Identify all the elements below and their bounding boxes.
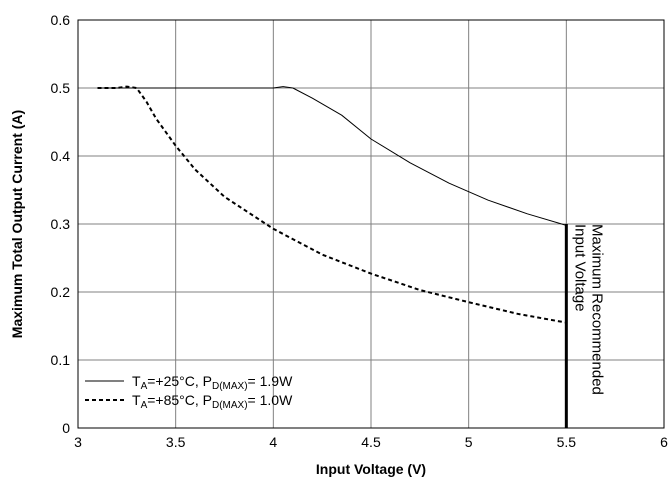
y-tick-label: 0	[62, 420, 70, 436]
legend-label-2: TA=+85°C, PD(MAX)= 1.0W	[132, 392, 293, 411]
x-tick-label: 5	[465, 434, 473, 450]
x-tick-label: 6	[660, 434, 668, 450]
plot-frame	[77, 19, 665, 429]
x-tick-label: 3	[74, 434, 82, 450]
annotation-group: Maximum Recommended Input Voltage	[564, 224, 605, 428]
annotation-line-2: Input Voltage	[571, 224, 588, 312]
series-group	[97, 85, 567, 324]
series-line-1	[97, 86, 567, 226]
x-tick-label: 4	[269, 434, 277, 450]
y-tick-label: 0.5	[51, 80, 71, 96]
y-tick-label: 0.6	[51, 12, 71, 28]
y-axis-title: Maximum Total Output Current (A)	[9, 110, 25, 338]
y-axis-ticks: 0 0.1 0.2 0.3 0.4 0.5 0.6	[51, 12, 71, 436]
annotation-line-1: Maximum Recommended	[588, 224, 605, 395]
max-voltage-annotation: Maximum Recommended Input Voltage	[571, 224, 605, 399]
y-tick-label: 0.3	[51, 216, 71, 232]
y-tick-label: 0.1	[51, 352, 71, 368]
y-tick-label: 0.4	[51, 148, 71, 164]
x-tick-label: 5.5	[557, 434, 577, 450]
series-line-2	[97, 85, 567, 324]
x-tick-label: 3.5	[166, 434, 186, 450]
x-axis-title: Input Voltage (V)	[316, 461, 426, 477]
x-tick-label: 4.5	[361, 434, 381, 450]
y-tick-label: 0.2	[51, 284, 71, 300]
legend-label-1: TA=+25°C, PD(MAX)= 1.9W	[132, 373, 293, 392]
x-axis-ticks: 3 3.5 4 4.5 5 5.5 6	[74, 434, 668, 450]
